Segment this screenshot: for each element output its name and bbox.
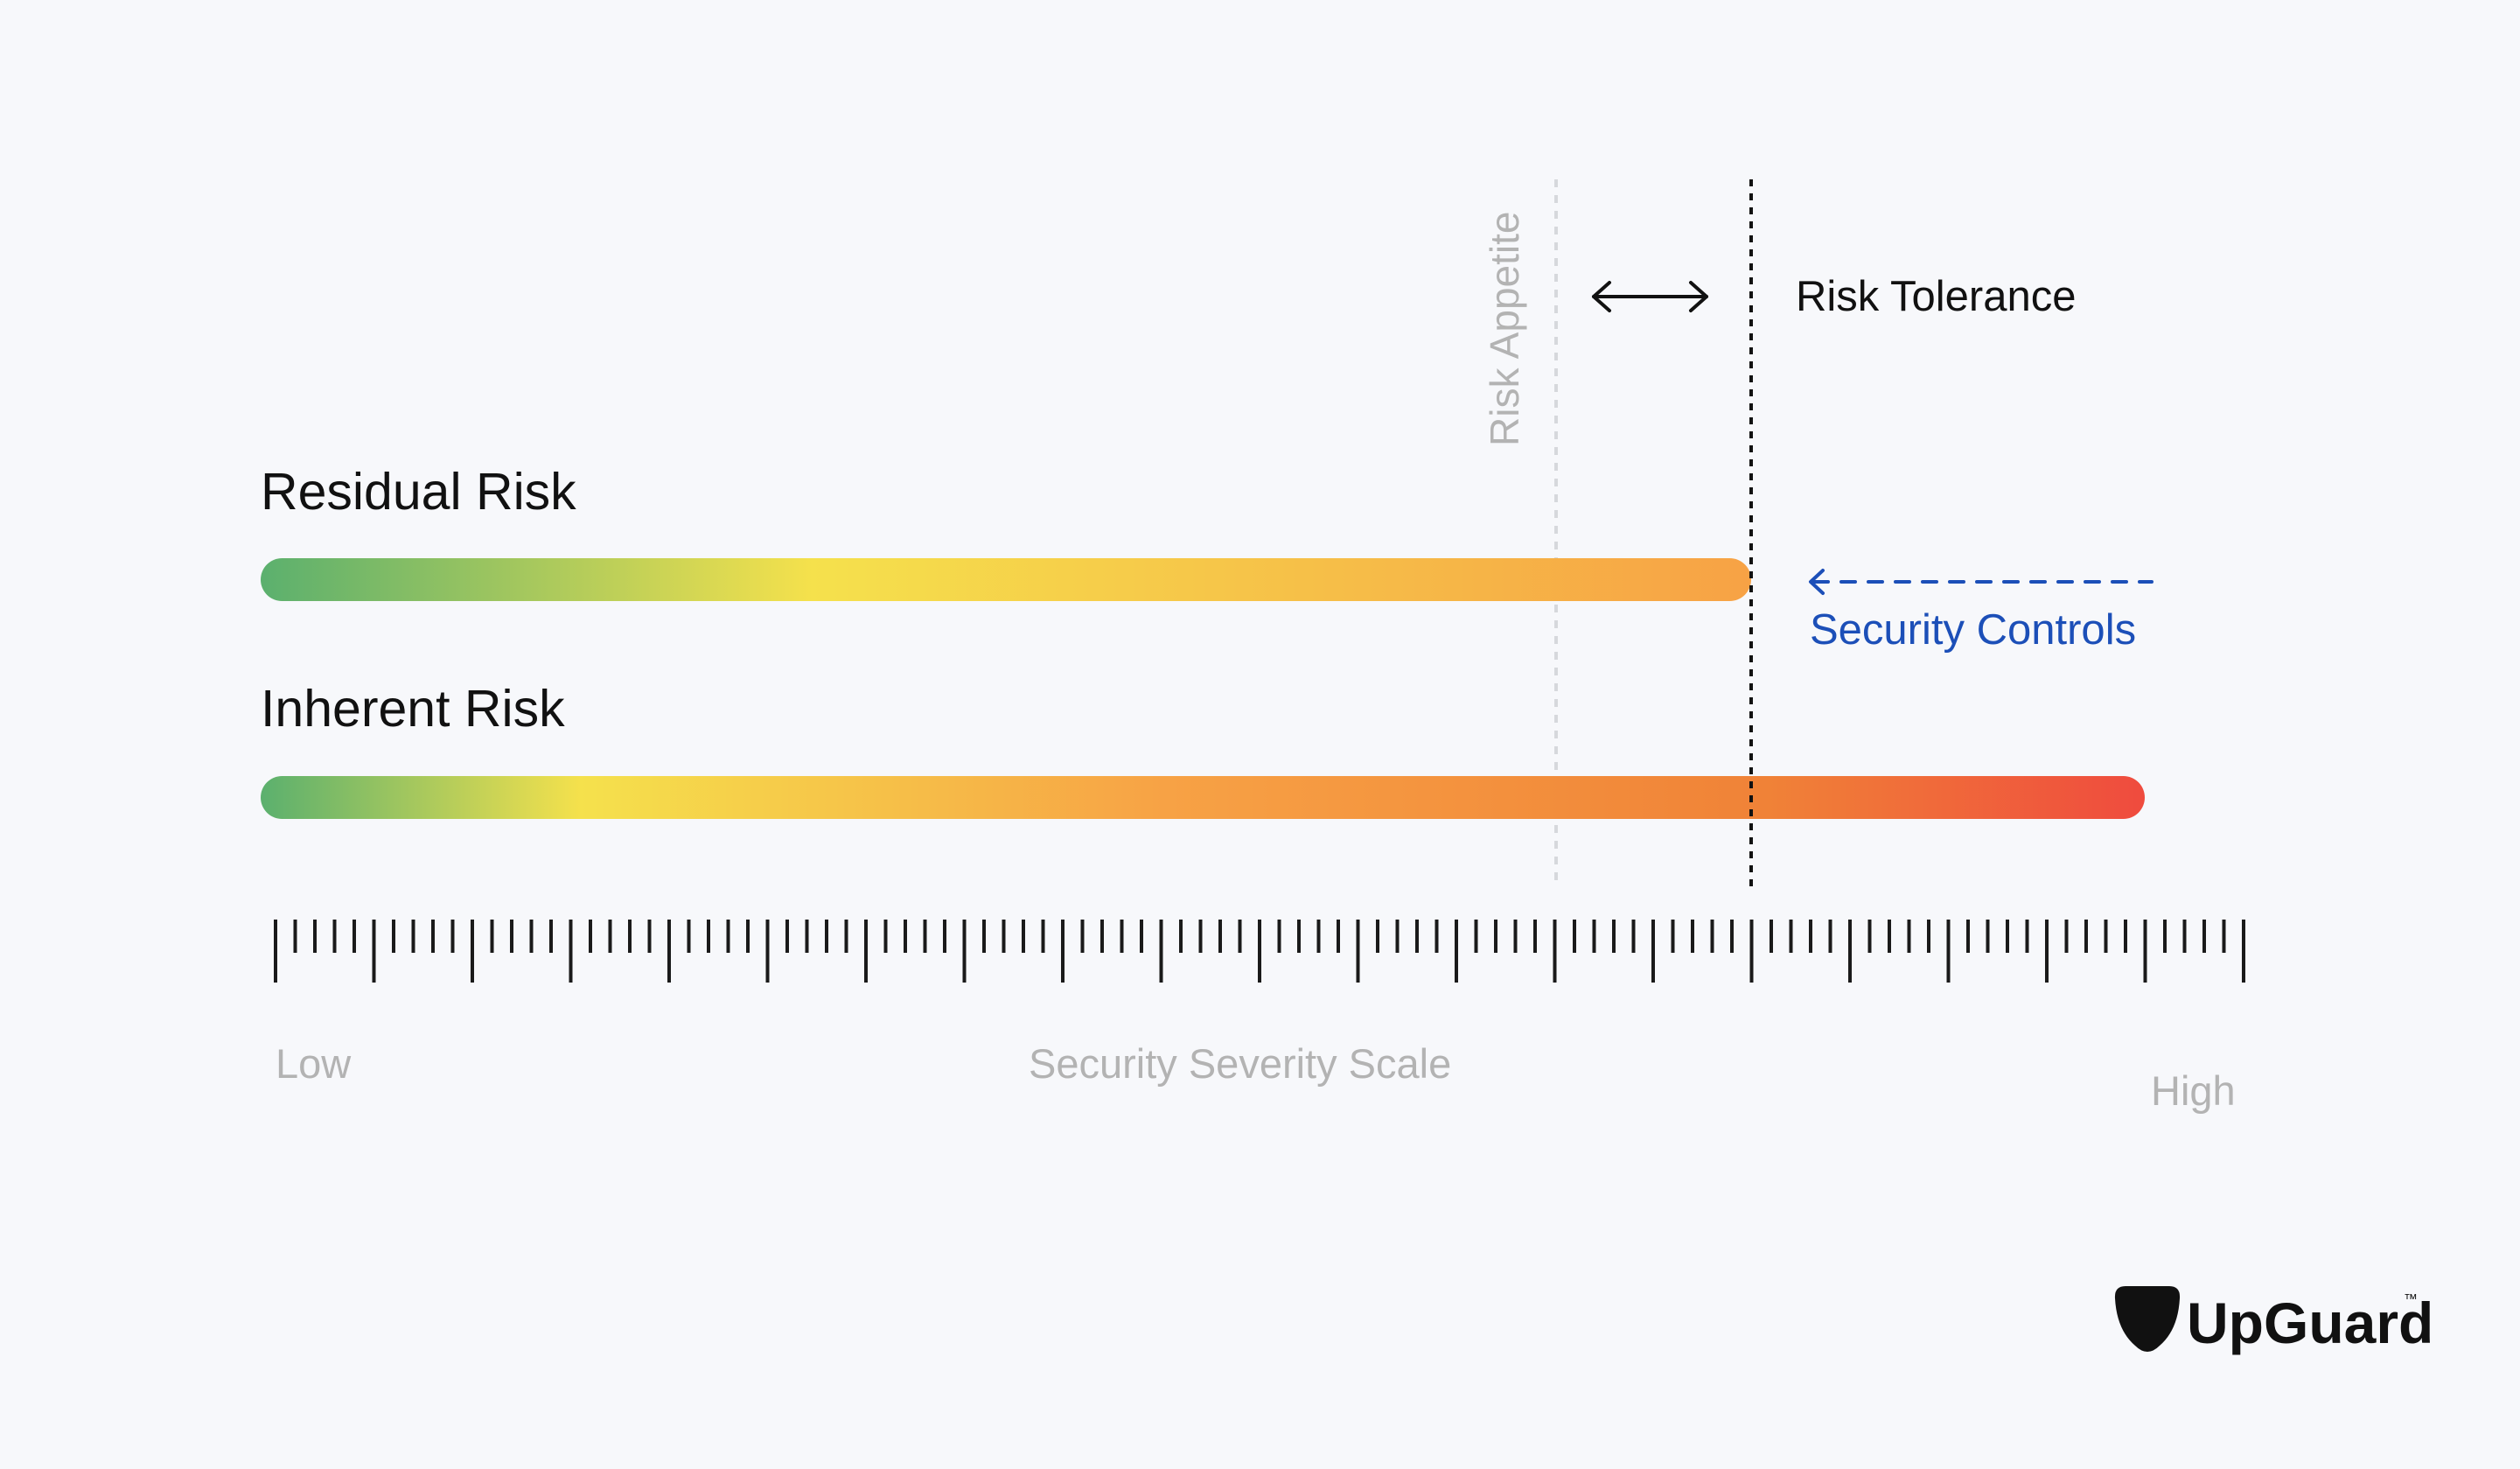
double-arrow-icon	[1592, 281, 1708, 312]
scale-title: Security Severity Scale	[1029, 1040, 1451, 1087]
security-controls-arrow-icon	[1809, 569, 2154, 595]
upguard-wordmark: UpGuard	[2187, 1291, 2433, 1355]
severity-scale-ruler	[274, 920, 2245, 983]
scale-high-label: High	[2151, 1067, 2236, 1114]
security-controls-label: Security Controls	[1810, 606, 2136, 654]
inherent-risk-label: Inherent Risk	[261, 680, 565, 738]
inherent-risk-bar	[261, 776, 2145, 819]
risk-appetite-label: Risk Appetite	[1482, 212, 1527, 446]
risk-tolerance-label: Risk Tolerance	[1796, 273, 2076, 320]
residual-risk-bar	[261, 558, 1751, 601]
upguard-logo: UpGuard ™	[2114, 1286, 2433, 1355]
residual-risk-label: Residual Risk	[261, 463, 576, 521]
upguard-shield-icon	[2114, 1286, 2181, 1352]
upguard-trademark: ™	[2404, 1292, 2418, 1307]
scale-low-label: Low	[276, 1040, 352, 1087]
